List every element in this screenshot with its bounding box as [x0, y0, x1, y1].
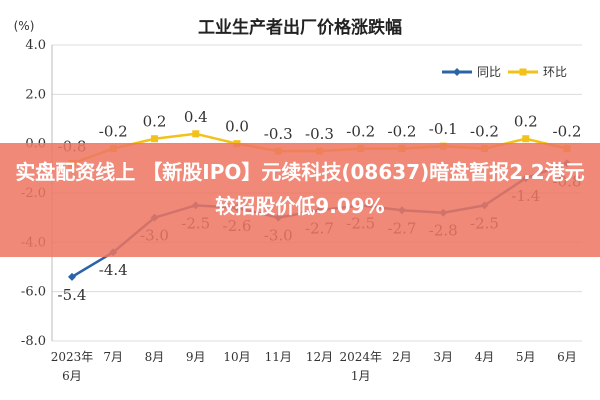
x-tick-label: 10月	[223, 350, 250, 364]
y-tick-label: 4.0	[25, 38, 46, 53]
x-tick-label: 9月	[186, 350, 206, 364]
legend-marker	[453, 68, 461, 76]
y-tick-label: 2.0	[25, 87, 46, 102]
data-label: 0.4	[184, 108, 208, 126]
data-label: -0.3	[264, 125, 293, 143]
series-point	[68, 272, 76, 281]
x-tick-label: 3月	[433, 350, 453, 364]
data-label: 0.0	[225, 118, 249, 136]
legend: 同比 环比	[442, 65, 567, 79]
x-tick-label: 2月	[392, 350, 412, 364]
data-label: -0.2	[553, 123, 582, 141]
y-unit-label: (%)	[14, 19, 35, 33]
x-tick-label: 12月	[306, 350, 333, 364]
legend-label: 环比	[543, 65, 567, 79]
data-label: 0.2	[514, 113, 538, 131]
data-label: 0.2	[143, 113, 167, 131]
x-tick-label: 6月	[557, 350, 577, 364]
x-axis-ticks: 2023年 6月 7月 8月 9月 10月 11月 12月 2024年 1月 2月 3月 4月 5月 6月	[51, 350, 577, 383]
data-label: -0.1	[429, 120, 458, 138]
y-tick-label: -8.0	[21, 334, 46, 349]
y-tick-label: -6.0	[21, 285, 46, 300]
series-point	[192, 130, 200, 138]
x-tick-label: 7月	[103, 350, 123, 364]
data-label: -0.2	[388, 123, 417, 141]
headline-banner	[0, 143, 600, 257]
data-label: -0.3	[305, 125, 334, 143]
x-tick-label: 6月	[62, 369, 82, 383]
data-label: -4.4	[99, 261, 128, 279]
x-tick-label: 2023年	[51, 350, 94, 364]
data-label: -0.2	[99, 123, 128, 141]
x-tick-label: 5月	[516, 350, 536, 364]
x-tick-label: 4月	[475, 350, 495, 364]
series-point	[522, 135, 530, 143]
data-label: -0.2	[470, 123, 499, 141]
x-tick-label: 1月	[351, 369, 371, 383]
data-label: -5.4	[58, 286, 87, 304]
chart-title: 工业生产者出厂价格涨跌幅	[198, 17, 402, 38]
legend-label: 同比	[477, 65, 501, 79]
data-label: -0.2	[346, 123, 375, 141]
headline-text: 实盘配资线上 【新股IPO】元续科技(08637)暗盘暂报2.2港元 较招股价低…	[15, 160, 585, 218]
x-tick-label: 2024年	[339, 350, 382, 364]
series-point	[151, 135, 158, 143]
x-tick-label: 11月	[265, 350, 292, 364]
x-tick-label: 8月	[145, 350, 165, 364]
legend-marker	[519, 68, 527, 76]
